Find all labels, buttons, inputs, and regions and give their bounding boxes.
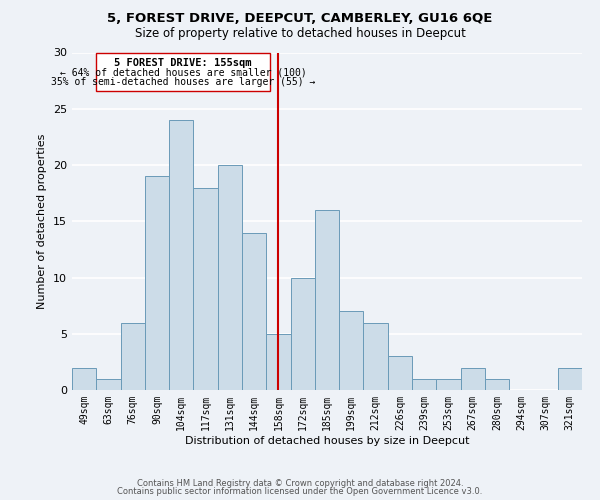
Bar	[218, 165, 242, 390]
FancyBboxPatch shape	[96, 52, 270, 91]
Text: Contains HM Land Registry data © Crown copyright and database right 2024.: Contains HM Land Registry data © Crown c…	[137, 478, 463, 488]
Bar	[72, 368, 96, 390]
Text: 35% of semi-detached houses are larger (55) →: 35% of semi-detached houses are larger (…	[51, 76, 315, 86]
Bar	[169, 120, 193, 390]
Text: Contains public sector information licensed under the Open Government Licence v3: Contains public sector information licen…	[118, 487, 482, 496]
Bar	[290, 278, 315, 390]
Text: ← 64% of detached houses are smaller (100): ← 64% of detached houses are smaller (10…	[60, 67, 307, 77]
Bar	[315, 210, 339, 390]
Bar	[145, 176, 169, 390]
Bar	[242, 232, 266, 390]
Bar	[412, 379, 436, 390]
Text: 5, FOREST DRIVE, DEEPCUT, CAMBERLEY, GU16 6QE: 5, FOREST DRIVE, DEEPCUT, CAMBERLEY, GU1…	[107, 12, 493, 26]
Bar	[121, 322, 145, 390]
Bar	[388, 356, 412, 390]
Bar	[436, 379, 461, 390]
Text: Size of property relative to detached houses in Deepcut: Size of property relative to detached ho…	[134, 28, 466, 40]
Text: 5 FOREST DRIVE: 155sqm: 5 FOREST DRIVE: 155sqm	[115, 58, 252, 68]
Bar	[96, 379, 121, 390]
Bar	[364, 322, 388, 390]
Bar	[193, 188, 218, 390]
Bar	[485, 379, 509, 390]
Bar	[266, 334, 290, 390]
Bar	[461, 368, 485, 390]
Y-axis label: Number of detached properties: Number of detached properties	[37, 134, 47, 309]
Bar	[339, 311, 364, 390]
Bar	[558, 368, 582, 390]
X-axis label: Distribution of detached houses by size in Deepcut: Distribution of detached houses by size …	[185, 436, 469, 446]
